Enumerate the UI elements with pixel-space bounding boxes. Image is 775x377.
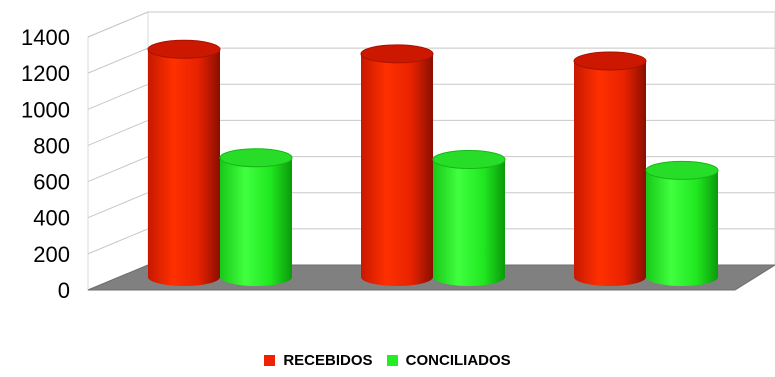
legend: RECEBIDOS CONCILIADOS bbox=[0, 352, 775, 370]
bar-top-recebidos bbox=[147, 39, 221, 59]
legend-swatch-recebidos bbox=[264, 355, 276, 366]
gridline-side bbox=[87, 47, 149, 74]
gridline-side bbox=[87, 11, 149, 38]
gridline-side bbox=[87, 228, 149, 255]
bar-body-recebidos bbox=[148, 49, 220, 286]
bar-conciliados-3 bbox=[645, 160, 719, 286]
y-tick-label: 800 bbox=[33, 133, 70, 158]
bar-conciliados-1 bbox=[219, 148, 293, 286]
gridline-side bbox=[87, 192, 149, 219]
side-wall bbox=[87, 11, 149, 291]
y-tick-label: 1400 bbox=[21, 25, 70, 50]
y-tick-label: 1200 bbox=[21, 61, 70, 86]
legend-item-conciliados: CONCILIADOS bbox=[386, 352, 511, 369]
y-tick-label: 0 bbox=[58, 278, 70, 303]
bar-top-conciliados bbox=[432, 150, 506, 170]
gridline-side bbox=[87, 119, 149, 146]
bar-body-recebidos bbox=[574, 61, 646, 286]
bar-body-recebidos bbox=[361, 53, 433, 286]
bar-top-recebidos bbox=[360, 44, 434, 64]
bar-top-conciliados bbox=[219, 148, 293, 168]
bar-recebidos-2 bbox=[360, 44, 434, 286]
bar-recebidos-3 bbox=[573, 51, 647, 286]
gridline-side bbox=[87, 83, 149, 110]
y-tick-label: 400 bbox=[33, 206, 70, 231]
legend-swatch-conciliados bbox=[386, 355, 398, 366]
bar-top-conciliados bbox=[645, 160, 719, 180]
bar-conciliados-2 bbox=[432, 150, 506, 286]
bar-top-recebidos bbox=[573, 51, 647, 71]
y-tick-label: 200 bbox=[33, 242, 70, 267]
legend-item-recebidos: RECEBIDOS bbox=[264, 352, 373, 369]
legend-label-conciliados: CONCILIADOS bbox=[405, 352, 511, 369]
bar-body-conciliados bbox=[646, 170, 718, 286]
bar-body-conciliados bbox=[433, 159, 505, 286]
y-tick-label: 600 bbox=[33, 170, 70, 195]
legend-label-recebidos: RECEBIDOS bbox=[283, 352, 373, 369]
gridline-side bbox=[87, 156, 149, 183]
y-tick-label: 1000 bbox=[21, 97, 70, 122]
bar-body-conciliados bbox=[220, 157, 292, 286]
bar-recebidos-1 bbox=[147, 39, 221, 286]
